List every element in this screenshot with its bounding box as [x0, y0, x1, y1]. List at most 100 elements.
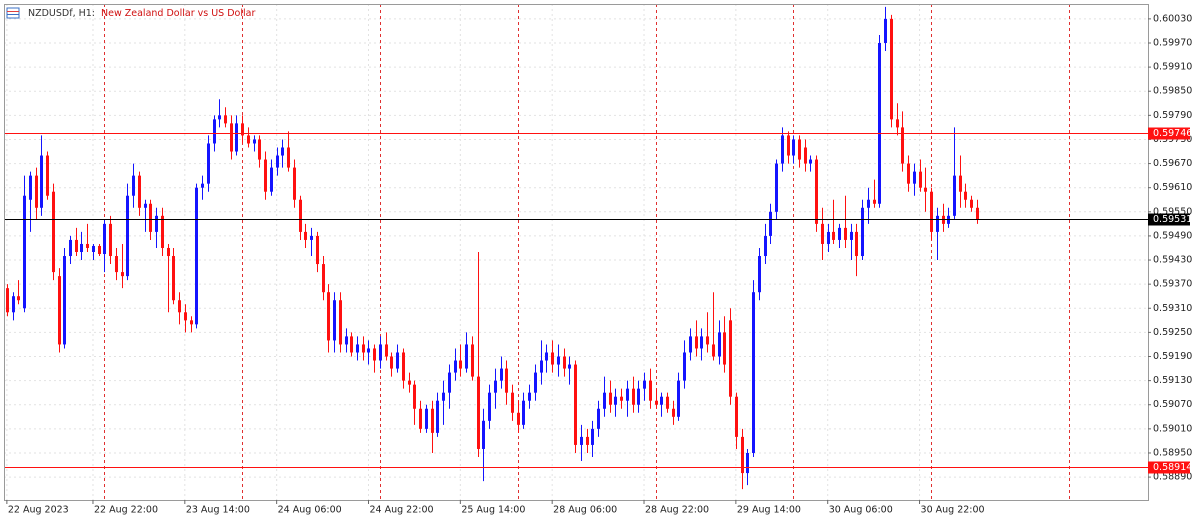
x-tick-label: 22 Aug 2023 [8, 505, 69, 516]
candle-body [471, 344, 474, 377]
candle-body [75, 239, 78, 252]
candle-body [488, 392, 491, 421]
candle-body [477, 376, 480, 449]
candle-body [276, 155, 279, 168]
y-tick-label: 0.60030 [1153, 13, 1192, 24]
candle-body [339, 300, 342, 345]
candle-body [850, 231, 853, 240]
price-label-box [1148, 213, 1190, 226]
candle-body [798, 139, 801, 160]
candle-body [769, 211, 772, 236]
candle-body [218, 115, 221, 120]
candle-body [40, 155, 43, 208]
candle-body [138, 175, 141, 208]
x-tick-label: 28 Aug 22:00 [645, 505, 709, 516]
y-tick-label: 0.59310 [1153, 303, 1192, 314]
candle-body [98, 245, 101, 255]
candle-body [637, 388, 640, 405]
candle-body [764, 235, 767, 257]
candle-body [304, 231, 307, 240]
candle-body [919, 171, 922, 188]
chart-header: NZDUSDf, H1: New Zealand Dollar vs US Dol… [6, 7, 255, 19]
candle-body [890, 18, 893, 120]
y-tick-label: 0.59130 [1153, 375, 1192, 386]
candle-body [563, 356, 566, 369]
candle-body [700, 336, 703, 349]
price-label-box [1148, 461, 1190, 474]
candle-body [103, 223, 106, 255]
candle-body [190, 320, 193, 325]
candle-body [649, 380, 652, 401]
candle-body [775, 163, 778, 212]
candle-body [844, 227, 847, 240]
candle-body [821, 223, 824, 244]
candle-body [373, 348, 376, 361]
candle-body [69, 239, 72, 257]
price-label: 0.58914 [1153, 462, 1192, 473]
candle-body [809, 159, 812, 164]
candle-body [350, 336, 353, 353]
candle-body [333, 300, 336, 341]
candle-body [643, 380, 646, 389]
candle-body [896, 119, 899, 128]
candle-body [712, 344, 715, 357]
candle-body [522, 400, 525, 425]
candle-body [201, 183, 204, 188]
candle-body [356, 344, 359, 353]
candle-body [609, 392, 612, 405]
symbol-label: NZDUSDf, H1: [28, 8, 95, 19]
candle-body [603, 392, 606, 409]
candle-body [936, 215, 939, 232]
x-tick-label: 23 Aug 14:00 [186, 505, 250, 516]
candle-body [86, 243, 89, 248]
candle-body [924, 187, 927, 192]
candle-body [620, 396, 623, 401]
candle-body [448, 372, 451, 393]
candle-body [729, 320, 732, 397]
candle-layer [4, 6, 1148, 490]
candle-body [861, 207, 864, 257]
candle-body [867, 199, 870, 208]
y-tick-label: 0.59010 [1153, 423, 1192, 434]
candle-body [970, 199, 973, 208]
candle-body [787, 135, 790, 156]
candle-body [482, 420, 485, 449]
candle-body [172, 256, 175, 301]
candle-body [247, 135, 250, 144]
candle-body [379, 344, 382, 361]
candle-body [184, 312, 187, 321]
candle-body [855, 231, 858, 257]
candle-body [672, 408, 675, 417]
candle-body [207, 143, 210, 184]
candle-body [752, 292, 755, 453]
candle-body [741, 436, 744, 474]
axis-layer: 0.60030 0.59970 0.59910 0.59850 0.59790 0.597… [6, 13, 1192, 516]
candle-body [677, 380, 680, 417]
candle-body [706, 336, 709, 345]
candle-body [626, 388, 629, 401]
candle-body [454, 360, 457, 373]
price-label: 0.59531 [1153, 214, 1192, 225]
candle-body [235, 123, 238, 152]
candle-body [281, 147, 284, 156]
candle-body [557, 356, 560, 365]
candle-body [46, 155, 49, 196]
y-tick-label: 0.58890 [1153, 472, 1192, 483]
candle-body [534, 372, 537, 393]
candle-body [884, 18, 887, 43]
candle-body [718, 332, 721, 357]
plot-frame [4, 4, 1149, 501]
candle-body [121, 272, 124, 277]
candle-body [545, 352, 548, 361]
candle-body [195, 187, 198, 325]
candle-body [832, 231, 835, 240]
candle-body [58, 276, 61, 345]
candle-body [723, 332, 726, 365]
candle-body [683, 352, 686, 381]
x-tick-label: 24 Aug 22:00 [369, 505, 433, 516]
candle-body [528, 392, 531, 401]
candle-body [878, 42, 881, 204]
symbol-icon [6, 7, 20, 19]
candle-body [258, 139, 261, 160]
x-tick-label: 30 Aug 22:00 [921, 505, 985, 516]
